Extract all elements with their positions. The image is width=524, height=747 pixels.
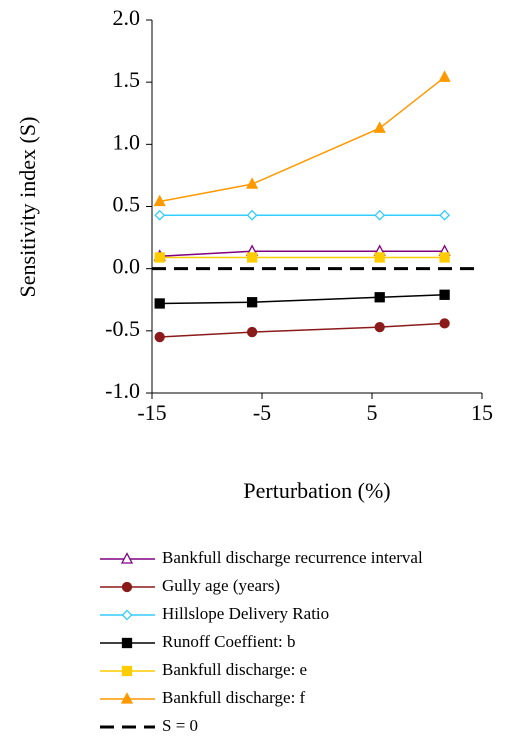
marker <box>374 209 386 221</box>
marker <box>246 326 258 338</box>
y-tick-label: -0.5 <box>105 316 140 341</box>
marker <box>154 209 166 221</box>
series-line <box>159 76 446 203</box>
marker <box>154 252 165 263</box>
y-tick-label: 0.0 <box>113 254 141 279</box>
marker <box>439 209 451 221</box>
marker <box>121 581 133 593</box>
marker <box>374 292 385 303</box>
marker <box>439 289 450 300</box>
marker <box>246 297 258 308</box>
x-tick-label: 15 <box>471 400 493 425</box>
legend-label: Bankfull discharge: f <box>162 688 306 707</box>
marker <box>374 321 385 333</box>
legend-label: Runoff Coeffient: b <box>162 632 295 651</box>
legend-label: S = 0 <box>162 716 198 735</box>
y-axis-title: Sensitivity index (S) <box>15 117 40 298</box>
legend-label: Bankfull discharge recurrence interval <box>162 548 423 567</box>
marker <box>121 637 133 649</box>
marker <box>373 121 386 133</box>
series-line <box>159 322 445 338</box>
y-tick-label: 2.0 <box>113 5 141 30</box>
marker <box>120 692 134 704</box>
marker <box>154 298 165 309</box>
legend-label: Gully age (years) <box>162 576 280 595</box>
marker <box>246 177 259 189</box>
series-line <box>159 250 445 257</box>
x-axis-title: Perturbation (%) <box>243 478 390 503</box>
x-tick-label: -5 <box>253 400 271 425</box>
legend-label: Bankfull discharge: e <box>162 660 307 679</box>
marker <box>438 70 451 82</box>
marker <box>246 252 258 263</box>
marker <box>121 609 133 621</box>
y-tick-label: 0.5 <box>113 192 141 217</box>
marker <box>154 331 165 343</box>
marker <box>439 318 450 329</box>
marker <box>120 552 134 564</box>
marker <box>153 194 166 207</box>
marker <box>121 665 133 677</box>
series-line <box>159 294 445 305</box>
legend-label: Hillslope Delivery Ratio <box>162 604 329 623</box>
marker <box>439 252 450 263</box>
y-tick-label: 1.5 <box>113 67 141 92</box>
y-tick-label: -1.0 <box>105 378 140 403</box>
x-tick-label: 5 <box>367 400 378 425</box>
x-tick-label: -15 <box>137 400 166 425</box>
marker <box>374 252 385 263</box>
y-tick-label: 1.0 <box>113 129 141 154</box>
marker <box>246 209 258 221</box>
